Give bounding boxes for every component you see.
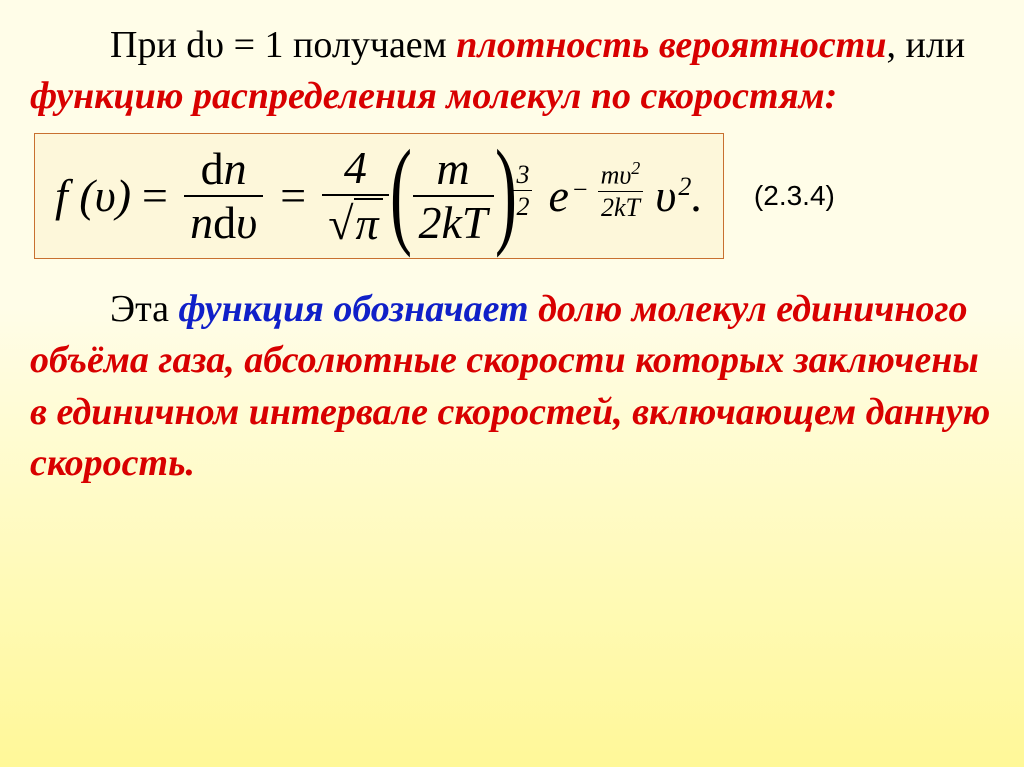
num-4: 4 (338, 144, 373, 192)
emphasis-distribution: функцию распределения молекул по скорост… (30, 75, 837, 117)
inline-math-condition: dυ = 1 (186, 24, 283, 66)
den-n: n (190, 197, 213, 248)
tail-sup: 2 (678, 172, 691, 201)
paragraph-meaning: Эта функция обозначает долю молекул един… (30, 284, 994, 489)
tail: υ2. (655, 165, 703, 227)
radicand-pi: π (354, 198, 383, 248)
lhs: f (υ) (55, 165, 131, 227)
e-base: e (548, 165, 568, 227)
emphasis-density: плотность вероятности (456, 24, 886, 66)
text-after-cond: получаем (284, 24, 457, 66)
den-2kT: 2kT (413, 199, 494, 247)
text-lead: При (110, 24, 186, 66)
frac-m-2kT: m 2kT (413, 145, 494, 248)
e-den: 2kT (598, 194, 643, 221)
equation-label: (2.3.4) (754, 177, 835, 215)
text-between: , или (886, 24, 965, 66)
e-num-m: m (601, 161, 620, 190)
formula-row: f (υ) = ddnn ndυ = 4 π ( m 2kT ) (30, 133, 994, 260)
tail-v: υ (655, 170, 676, 221)
num-m: m (430, 145, 475, 193)
tail-dot: . (691, 170, 703, 221)
frac-4-sqrtpi: 4 π (322, 144, 388, 249)
frac-mv2-2kT: mυ2 2kT (598, 159, 644, 221)
text-lead-2: Эта (110, 288, 179, 330)
equals-1: = (139, 165, 170, 227)
e-exponent: e − mυ2 2kT (538, 165, 649, 227)
e-num-v: υ (619, 161, 631, 190)
emphasis-function-means: функция обозначает (179, 288, 529, 330)
paragraph-intro: При dυ = 1 получаем плотность вероятност… (30, 20, 994, 123)
e-num-v-sup: 2 (631, 158, 640, 178)
equals-2: = (277, 165, 308, 227)
frac-dn-ndv: ddnn ndυ (184, 145, 263, 248)
sqrt-pi: π (328, 198, 382, 248)
num-d: d (201, 143, 224, 194)
formula-box: f (υ) = ddnn ndυ = 4 π ( m 2kT ) (34, 133, 724, 260)
